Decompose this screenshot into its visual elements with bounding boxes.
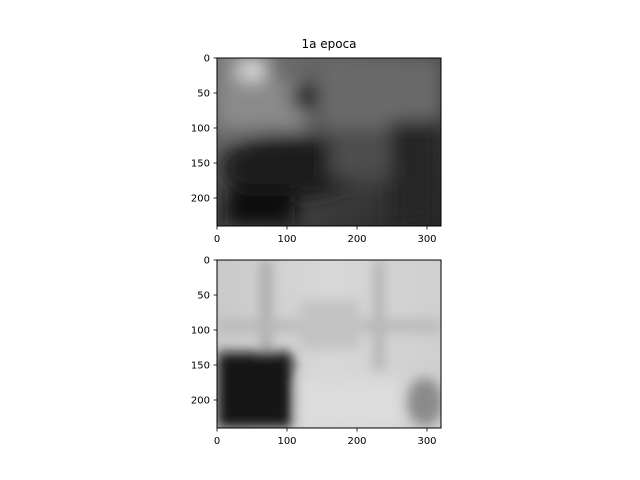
bottom-image-right-band bbox=[300, 300, 360, 350]
top-y-tick-label: 100 bbox=[191, 124, 210, 135]
top-x-tick-label: 200 bbox=[347, 234, 366, 245]
top-image-panel bbox=[217, 58, 441, 226]
top-y-tick-label: 200 bbox=[191, 194, 210, 205]
bottom-image-vertical-streak-2 bbox=[375, 260, 383, 370]
top-x-tick-label: 100 bbox=[277, 234, 296, 245]
bottom-x-tick-label: 200 bbox=[347, 436, 366, 447]
top-image-dark-blob bbox=[220, 136, 360, 200]
bottom-y-tick-label: 50 bbox=[197, 291, 210, 302]
top-axes-frame bbox=[216, 57, 442, 227]
bottom-x-tick-label: 100 bbox=[277, 436, 296, 447]
bottom-image-corner-blob bbox=[407, 378, 441, 426]
axes-layer: 0 100 200 300 0 50 100 150 200 0 100 200 300 0 50 100 15… bbox=[191, 54, 437, 448]
chart-title: 1a epoca bbox=[301, 37, 356, 51]
top-y-tick-label: 150 bbox=[191, 159, 210, 170]
bottom-image-vertical-streak-1 bbox=[262, 260, 270, 350]
top-x-tick-label: 300 bbox=[417, 234, 436, 245]
top-y-tick-label: 50 bbox=[197, 89, 210, 100]
bottom-image-lower-light bbox=[300, 380, 400, 428]
bottom-y-tick-label: 100 bbox=[191, 326, 210, 337]
bottom-y-tick-label: 150 bbox=[191, 361, 210, 372]
bottom-y-tick-label: 0 bbox=[204, 256, 210, 267]
bottom-axes-frame bbox=[216, 259, 442, 429]
top-image-right-dark bbox=[390, 120, 441, 226]
top-image-dark-circle bbox=[291, 83, 319, 111]
top-image-mid-gray bbox=[330, 128, 390, 178]
bottom-x-tick-label: 300 bbox=[417, 436, 436, 447]
bottom-image-panel bbox=[217, 260, 441, 428]
bottom-x-tick-label: 0 bbox=[214, 436, 220, 447]
top-image-upper-mid bbox=[217, 80, 307, 130]
top-image-lower-dark bbox=[225, 190, 295, 226]
top-x-tick-label: 0 bbox=[214, 234, 220, 245]
top-image-upper-right bbox=[320, 58, 441, 128]
top-y-tick-label: 0 bbox=[204, 54, 210, 65]
bottom-image-dark-core bbox=[225, 362, 285, 422]
bottom-y-tick-label: 200 bbox=[191, 396, 210, 407]
